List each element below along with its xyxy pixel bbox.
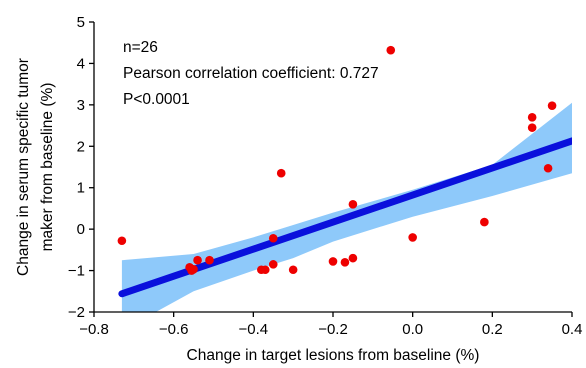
x-tick-label: −0.4 bbox=[239, 321, 269, 338]
data-point bbox=[408, 233, 417, 242]
y-tick-label: 3 bbox=[77, 97, 85, 114]
x-tick-label: 0.4 bbox=[562, 321, 583, 338]
annotation-p-value: P<0.0001 bbox=[123, 91, 190, 108]
y-tick-label: 5 bbox=[77, 14, 85, 31]
data-point bbox=[117, 236, 127, 246]
data-point bbox=[193, 255, 202, 265]
data-points-layer bbox=[117, 45, 557, 275]
data-point bbox=[268, 260, 278, 269]
annotations: n=26 Pearson correlation coefficient: 0.… bbox=[15, 39, 479, 364]
axes: −2 −1 0 1 2 3 4 5 −0.8 −0.6 −0.4 −0.2 0.0 0.2 0.4 bbox=[68, 14, 583, 338]
data-point bbox=[527, 112, 537, 122]
x-tick-label: −0.2 bbox=[318, 321, 348, 338]
data-point bbox=[386, 45, 396, 55]
data-point bbox=[543, 163, 553, 173]
y-tick-label: −1 bbox=[68, 263, 85, 280]
y-axis-label-line-2: maker from baseline (%) bbox=[39, 83, 56, 252]
data-point bbox=[527, 123, 537, 132]
data-point bbox=[340, 257, 350, 267]
data-point bbox=[288, 265, 298, 275]
confidence-band-layer bbox=[121, 102, 572, 312]
y-tick-label: −2 bbox=[68, 304, 85, 321]
data-point bbox=[328, 257, 338, 266]
data-point bbox=[205, 255, 214, 265]
data-point bbox=[276, 168, 286, 178]
data-point bbox=[547, 101, 557, 110]
data-point bbox=[268, 233, 278, 243]
x-tick-label: −0.8 bbox=[79, 321, 109, 338]
y-tick-label: 2 bbox=[77, 138, 85, 155]
y-tick-label: 1 bbox=[77, 180, 85, 197]
data-point bbox=[348, 253, 358, 263]
y-tick-label: 0 bbox=[77, 221, 85, 238]
data-point bbox=[348, 199, 358, 209]
x-tick-label: 0.2 bbox=[482, 321, 503, 338]
y-axis-label-line-1: Change in serum specific tumor bbox=[15, 58, 32, 276]
x-tick-label: −0.6 bbox=[159, 321, 189, 338]
annotation-n: n=26 bbox=[123, 39, 158, 56]
annotation-pearson: Pearson correlation coefficient: 0.727 bbox=[123, 65, 379, 82]
y-tick-label: 4 bbox=[77, 55, 85, 72]
data-point bbox=[189, 265, 198, 274]
data-point bbox=[480, 217, 489, 227]
x-axis-label: Change in target lesions from baseline (… bbox=[187, 347, 480, 364]
data-point bbox=[260, 265, 270, 275]
x-tick-label: 0.0 bbox=[402, 321, 423, 338]
confidence-band bbox=[121, 102, 572, 312]
